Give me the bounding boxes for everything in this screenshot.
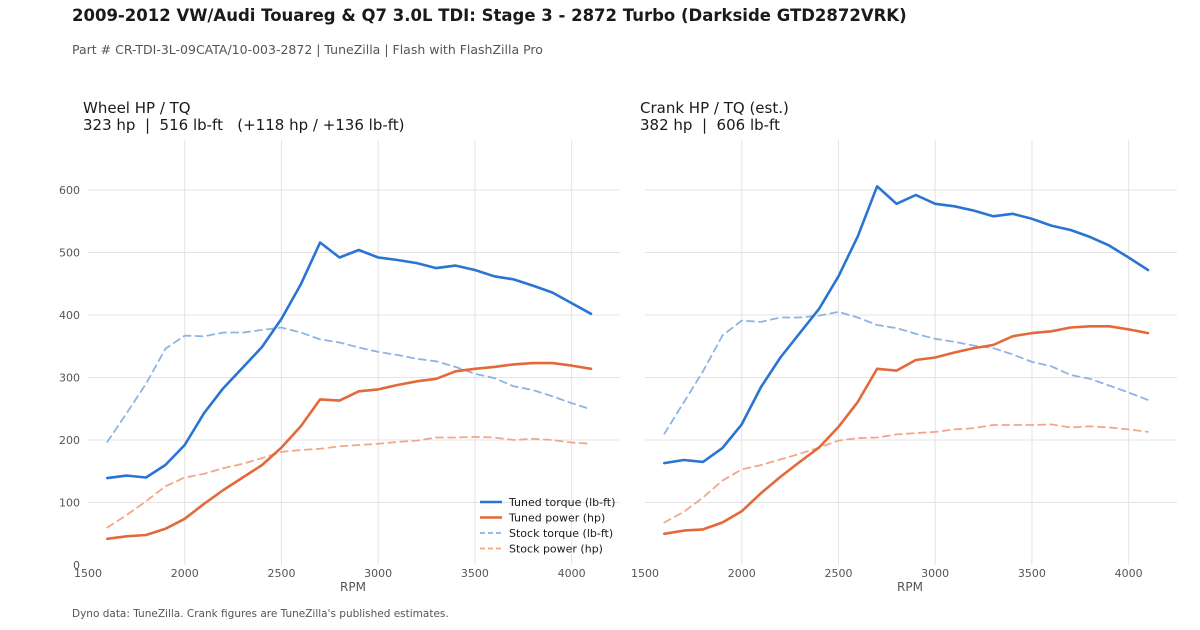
left-chart-x-axis-label: RPM	[340, 580, 366, 594]
wheel-chart-title-line2: 323 hp | 516 lb-ft (+118 hp / +136 lb-ft…	[83, 116, 405, 134]
footnote: Dyno data: TuneZilla. Crank figures are …	[72, 608, 449, 620]
left-chart-legend-label: Tuned torque (lb-ft)	[508, 496, 615, 509]
left-chart-legend-label: Stock power (hp)	[509, 543, 603, 556]
right-chart-x-axis-label: RPM	[897, 580, 923, 594]
left-chart-stock-power-line	[106, 435, 592, 529]
crank-chart-title-line1: Crank HP / TQ (est.)	[640, 99, 789, 117]
left-chart-y-tick-label: 500	[59, 247, 80, 260]
crank-chart-title: Crank HP / TQ (est.) 382 hp | 606 lb-ft	[640, 100, 789, 134]
left-chart-y-tick-label: 200	[59, 434, 80, 447]
wheel-chart-title-line1: Wheel HP / TQ	[83, 99, 191, 117]
right-chart-stock-power-line	[663, 423, 1149, 524]
left-chart-legend-label: Tuned power (hp)	[508, 512, 605, 525]
crank-chart-title-line2: 382 hp | 606 lb-ft	[640, 116, 780, 134]
left-chart-tuned-torque-line	[106, 241, 593, 480]
left-chart-x-tick-label: 4000	[558, 567, 586, 580]
left-chart-y-tick-label: 100	[59, 497, 80, 510]
left-chart-y-tick-label: 0	[73, 559, 80, 572]
left-chart-y-tick-label: 600	[59, 184, 80, 197]
left-chart-stock-torque-line	[106, 326, 592, 443]
right-chart-tuned-power-line	[662, 324, 1150, 536]
left-chart-y-tick-label: 400	[59, 309, 80, 322]
left-chart-tuned-power-line	[106, 361, 593, 541]
right-chart-x-tick-label: 3500	[1018, 567, 1046, 580]
left-chart-x-tick-label: 3500	[461, 567, 489, 580]
page-title: 2009-2012 VW/Audi Touareg & Q7 3.0L TDI:…	[72, 6, 907, 25]
right-chart-x-tick-label: 2500	[824, 567, 852, 580]
left-chart-y-tick-label: 300	[59, 372, 80, 385]
left-chart-x-tick-label: 3000	[364, 567, 392, 580]
right-chart-x-tick-label: 1500	[631, 567, 659, 580]
right-chart-x-tick-label: 2000	[728, 567, 756, 580]
right-chart-tuned-torque-line	[662, 185, 1150, 465]
right-chart-stock-torque-line	[663, 310, 1149, 435]
left-chart-x-tick-label: 2000	[171, 567, 199, 580]
right-chart-x-tick-label: 3000	[921, 567, 949, 580]
left-chart-legend-label: Stock torque (lb-ft)	[509, 527, 613, 540]
wheel-chart-title: Wheel HP / TQ 323 hp | 516 lb-ft (+118 h…	[83, 100, 405, 134]
left-chart-x-tick-label: 1500	[74, 567, 102, 580]
page-subtitle: Part # CR-TDI-3L-09CATA/10-003-2872 | Tu…	[72, 42, 543, 57]
left-chart-x-tick-label: 2500	[267, 567, 295, 580]
right-chart-x-tick-label: 4000	[1115, 567, 1143, 580]
